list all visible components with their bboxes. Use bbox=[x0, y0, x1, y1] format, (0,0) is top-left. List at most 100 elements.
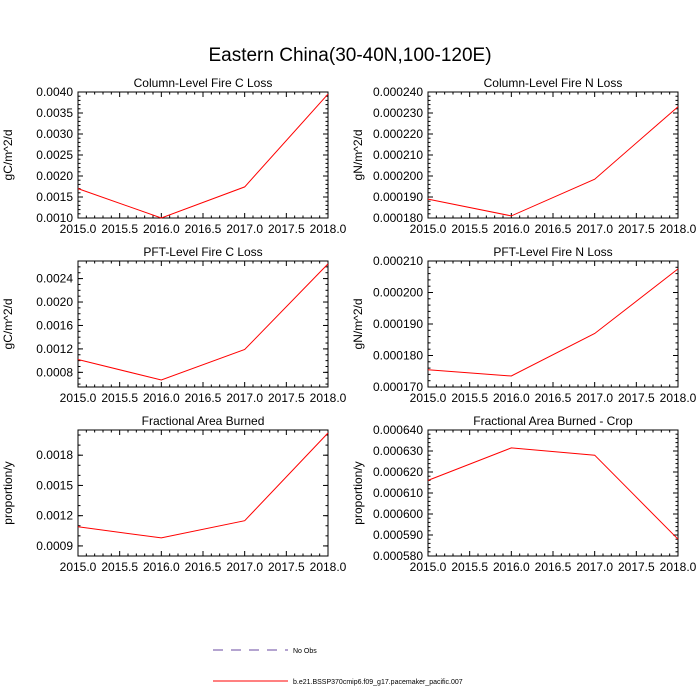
y-tick-label: 0.0015 bbox=[36, 478, 73, 492]
y-tick-label: 0.0016 bbox=[36, 318, 73, 332]
x-tick-label: 2016.0 bbox=[493, 222, 530, 236]
y-tick-label: 0.0025 bbox=[36, 148, 73, 162]
y-tick-label: 0.000580 bbox=[373, 549, 423, 563]
y-tick-label: 0.000590 bbox=[373, 528, 423, 542]
x-tick-label: 2017.0 bbox=[226, 391, 263, 405]
x-tick-label: 2015.5 bbox=[451, 222, 488, 236]
x-tick-label: 2015.0 bbox=[60, 560, 97, 574]
y-axis-label: gC/m^2/d bbox=[1, 299, 15, 350]
y-tick-label: 0.0040 bbox=[36, 85, 73, 99]
chart-panel: PFT-Level Fire N Loss gN/m^2/d 2015.0 2015.… bbox=[351, 245, 697, 405]
x-tick-label: 2018.0 bbox=[660, 222, 697, 236]
x-tick-label: 2015.5 bbox=[451, 391, 488, 405]
x-tick-label: 2018.0 bbox=[310, 560, 347, 574]
panel-title: PFT-Level Fire C Loss bbox=[143, 245, 262, 259]
x-tick-label: 2016.0 bbox=[143, 560, 180, 574]
y-tick-label: 0.000210 bbox=[373, 254, 423, 268]
x-tick-label: 2016.0 bbox=[143, 391, 180, 405]
y-tick-label: 0.0020 bbox=[36, 295, 73, 309]
x-tick-label: 2017.5 bbox=[268, 560, 305, 574]
y-tick-label: 0.0020 bbox=[36, 169, 73, 183]
y-tick-label: 0.000220 bbox=[373, 127, 423, 141]
y-tick-label: 0.000170 bbox=[373, 380, 423, 394]
y-axis-label: gN/m^2/d bbox=[351, 130, 365, 181]
y-tick-label: 0.000600 bbox=[373, 507, 423, 521]
x-tick-label: 2016.0 bbox=[493, 560, 530, 574]
panel-title: Column-Level Fire C Loss bbox=[134, 76, 273, 90]
x-tick-label: 2017.0 bbox=[226, 560, 263, 574]
y-tick-label: 0.000180 bbox=[373, 349, 423, 363]
x-tick-label: 2017.0 bbox=[226, 222, 263, 236]
x-tick-label: 2016.0 bbox=[143, 222, 180, 236]
series-line bbox=[427, 447, 679, 540]
x-tick-label: 2018.0 bbox=[660, 560, 697, 574]
x-tick-label: 2015.0 bbox=[60, 391, 97, 405]
y-tick-label: 0.0030 bbox=[36, 127, 73, 141]
chart-panel: Fractional Area Burned - Crop proportion/… bbox=[351, 414, 697, 574]
legend: No Obs b.e21.BSSP370cmip6.f09_g17.pacema… bbox=[213, 648, 463, 686]
chart-panel: Fractional Area Burned proportion/y 2015.0… bbox=[1, 414, 347, 574]
y-axis-label: gC/m^2/d bbox=[1, 130, 15, 181]
x-tick-label: 2015.0 bbox=[410, 222, 447, 236]
y-tick-label: 0.000230 bbox=[373, 106, 423, 120]
y-tick-label: 0.000240 bbox=[373, 85, 423, 99]
y-axis-label: proportion/y bbox=[351, 461, 365, 524]
y-tick-label: 0.000620 bbox=[373, 465, 423, 479]
figure-title: Eastern China(30-40N,100-120E) bbox=[208, 45, 491, 66]
chart-panel: Column-Level Fire N Loss gN/m^2/d 2015.0 20… bbox=[351, 76, 697, 236]
y-tick-label: 0.000610 bbox=[373, 486, 423, 500]
y-tick-label: 0.000190 bbox=[373, 190, 423, 204]
y-tick-label: 0.0012 bbox=[36, 509, 73, 523]
x-tick-label: 2016.5 bbox=[185, 560, 222, 574]
x-tick-label: 2018.0 bbox=[660, 391, 697, 405]
y-tick-label: 0.0008 bbox=[36, 365, 73, 379]
x-tick-label: 2016.5 bbox=[535, 222, 572, 236]
x-tick-label: 2017.0 bbox=[576, 391, 613, 405]
x-tick-label: 2017.5 bbox=[618, 560, 655, 574]
x-tick-label: 2015.0 bbox=[410, 560, 447, 574]
series-line bbox=[427, 106, 679, 217]
x-tick-label: 2015.5 bbox=[101, 391, 138, 405]
y-axis-label: proportion/y bbox=[1, 461, 15, 524]
y-tick-label: 0.0009 bbox=[36, 539, 73, 553]
plot-frame bbox=[427, 91, 679, 219]
x-tick-label: 2017.0 bbox=[576, 560, 613, 574]
x-tick-label: 2018.0 bbox=[310, 222, 347, 236]
y-tick-label: 0.000630 bbox=[373, 444, 423, 458]
chart-panel: Column-Level Fire C Loss gC/m^2/d 2015.0 20… bbox=[1, 76, 347, 236]
x-tick-label: 2017.5 bbox=[268, 222, 305, 236]
x-tick-label: 2016.5 bbox=[185, 222, 222, 236]
x-tick-label: 2016.5 bbox=[535, 560, 572, 574]
panel-title: Fractional Area Burned - Crop bbox=[473, 414, 633, 428]
series-line bbox=[77, 93, 329, 219]
x-tick-label: 2017.5 bbox=[268, 391, 305, 405]
x-tick-label: 2017.5 bbox=[618, 222, 655, 236]
legend-model-label: b.e21.BSSP370cmip6.f09_g17.pacemaker_pac… bbox=[293, 679, 463, 686]
chart-panels: Column-Level Fire C Loss gC/m^2/d 2015.0 20… bbox=[1, 76, 697, 574]
y-tick-label: 0.0010 bbox=[36, 211, 73, 225]
x-tick-label: 2015.0 bbox=[410, 391, 447, 405]
panel-title: Column-Level Fire N Loss bbox=[484, 76, 623, 90]
y-axis-label: gN/m^2/d bbox=[351, 299, 365, 350]
plot-frame bbox=[77, 260, 329, 388]
plot-frame bbox=[427, 260, 679, 388]
panel-title: Fractional Area Burned bbox=[142, 414, 265, 428]
x-tick-label: 2015.5 bbox=[451, 560, 488, 574]
series-line bbox=[427, 268, 679, 377]
y-tick-label: 0.0018 bbox=[36, 448, 73, 462]
y-tick-label: 0.0015 bbox=[36, 190, 73, 204]
y-tick-label: 0.000200 bbox=[373, 169, 423, 183]
legend-obs-label: No Obs bbox=[293, 648, 317, 655]
y-tick-label: 0.000190 bbox=[373, 317, 423, 331]
plot-frame bbox=[427, 429, 679, 557]
plot-frame bbox=[77, 91, 329, 219]
x-tick-label: 2016.0 bbox=[493, 391, 530, 405]
x-tick-label: 2017.5 bbox=[618, 391, 655, 405]
y-tick-label: 0.000180 bbox=[373, 211, 423, 225]
x-tick-label: 2017.0 bbox=[576, 222, 613, 236]
x-tick-label: 2015.5 bbox=[101, 222, 138, 236]
x-tick-label: 2015.5 bbox=[101, 560, 138, 574]
y-tick-label: 0.0035 bbox=[36, 106, 73, 120]
y-tick-label: 0.0024 bbox=[36, 272, 73, 286]
